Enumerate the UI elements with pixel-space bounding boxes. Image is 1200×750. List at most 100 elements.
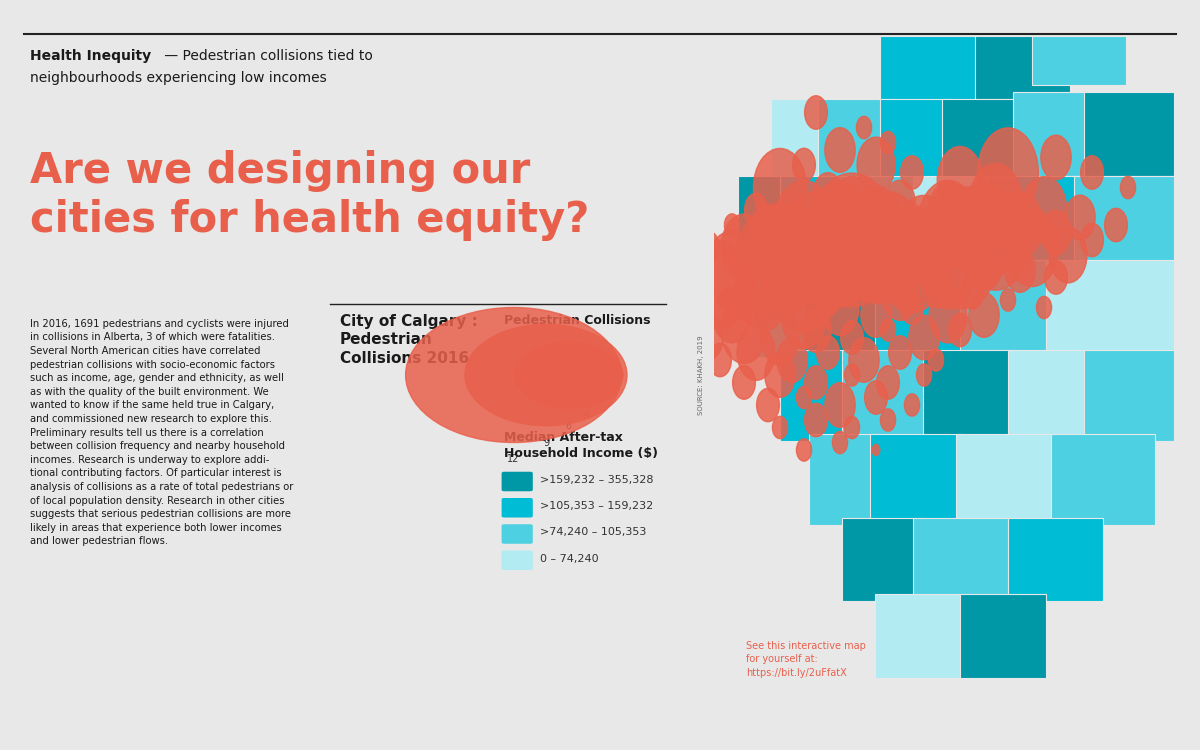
Circle shape [824, 128, 856, 172]
Circle shape [697, 231, 719, 264]
FancyBboxPatch shape [923, 350, 1018, 441]
Circle shape [841, 321, 863, 354]
Circle shape [1021, 176, 1067, 244]
FancyBboxPatch shape [960, 595, 1046, 678]
Circle shape [774, 180, 834, 270]
Circle shape [690, 240, 750, 330]
Circle shape [781, 281, 827, 349]
Circle shape [978, 128, 1038, 218]
Text: Pedestrian Collisions: Pedestrian Collisions [504, 314, 650, 326]
Circle shape [894, 195, 954, 285]
Circle shape [1045, 261, 1067, 294]
Circle shape [850, 192, 926, 303]
Circle shape [857, 137, 895, 193]
Circle shape [752, 285, 784, 330]
Circle shape [706, 231, 758, 309]
Circle shape [773, 257, 811, 313]
Circle shape [857, 116, 871, 139]
FancyBboxPatch shape [780, 176, 847, 266]
Circle shape [721, 214, 767, 281]
FancyBboxPatch shape [1032, 37, 1127, 86]
Circle shape [1049, 227, 1087, 283]
Circle shape [692, 315, 724, 360]
FancyBboxPatch shape [1050, 434, 1154, 525]
Text: 9: 9 [542, 438, 550, 448]
Text: >105,353 – 159,232: >105,353 – 159,232 [540, 501, 653, 512]
Circle shape [800, 308, 832, 352]
Text: Are we designing our
cities for health equity?: Are we designing our cities for health e… [30, 150, 589, 241]
Circle shape [860, 292, 892, 338]
Circle shape [961, 276, 983, 309]
Circle shape [929, 182, 967, 238]
Circle shape [845, 416, 859, 439]
Text: See this interactive map
for yourself at:
https://bit.ly/2uFfatX: See this interactive map for yourself at… [746, 641, 866, 678]
FancyBboxPatch shape [752, 260, 814, 357]
Circle shape [850, 186, 902, 264]
FancyBboxPatch shape [870, 434, 965, 525]
Circle shape [733, 259, 779, 326]
Circle shape [853, 236, 899, 304]
Circle shape [466, 324, 628, 426]
Circle shape [920, 262, 952, 308]
FancyBboxPatch shape [974, 37, 1069, 99]
Circle shape [893, 205, 931, 260]
FancyBboxPatch shape [804, 260, 884, 357]
Circle shape [734, 212, 802, 313]
Text: 12: 12 [508, 454, 520, 464]
Circle shape [1081, 224, 1103, 256]
Circle shape [750, 202, 810, 292]
Circle shape [845, 364, 859, 386]
Text: SOURCE: KHAKH, 2019: SOURCE: KHAKH, 2019 [698, 335, 704, 415]
FancyBboxPatch shape [875, 260, 970, 357]
FancyBboxPatch shape [875, 595, 970, 678]
Circle shape [1105, 209, 1127, 242]
Circle shape [949, 314, 971, 346]
FancyBboxPatch shape [942, 99, 1022, 183]
Circle shape [962, 190, 1030, 290]
Circle shape [665, 265, 703, 320]
Circle shape [1037, 296, 1051, 319]
Circle shape [721, 296, 767, 364]
Circle shape [829, 176, 875, 244]
Circle shape [929, 287, 967, 343]
Circle shape [968, 292, 1000, 338]
Circle shape [970, 164, 1022, 242]
Circle shape [878, 212, 946, 313]
Circle shape [805, 404, 827, 436]
FancyBboxPatch shape [502, 472, 533, 491]
Text: 0 – 74,240: 0 – 74,240 [540, 554, 599, 564]
FancyBboxPatch shape [1084, 350, 1174, 441]
FancyBboxPatch shape [502, 550, 533, 570]
Circle shape [680, 248, 712, 292]
FancyBboxPatch shape [770, 99, 828, 183]
Circle shape [1040, 135, 1072, 180]
Circle shape [1001, 289, 1015, 311]
Circle shape [806, 173, 898, 307]
Circle shape [1040, 210, 1072, 255]
Circle shape [881, 319, 895, 341]
Circle shape [1081, 156, 1103, 189]
FancyBboxPatch shape [989, 176, 1084, 266]
Circle shape [922, 231, 974, 309]
Circle shape [778, 192, 854, 303]
Circle shape [1121, 176, 1135, 199]
Text: — Pedestrian collisions tied to: — Pedestrian collisions tied to [160, 49, 372, 63]
FancyBboxPatch shape [880, 37, 1013, 106]
Circle shape [812, 172, 844, 217]
Text: 4: 4 [583, 410, 590, 419]
FancyBboxPatch shape [1013, 92, 1093, 176]
Circle shape [773, 416, 787, 439]
FancyBboxPatch shape [738, 176, 790, 266]
Circle shape [917, 364, 931, 386]
Circle shape [515, 341, 623, 409]
Circle shape [406, 308, 622, 442]
Circle shape [733, 366, 755, 399]
Circle shape [889, 336, 911, 369]
FancyBboxPatch shape [913, 518, 1018, 602]
Circle shape [551, 352, 623, 398]
Circle shape [877, 366, 899, 399]
Circle shape [929, 349, 943, 371]
FancyBboxPatch shape [1008, 518, 1103, 602]
FancyBboxPatch shape [880, 99, 952, 183]
FancyBboxPatch shape [1084, 92, 1174, 176]
